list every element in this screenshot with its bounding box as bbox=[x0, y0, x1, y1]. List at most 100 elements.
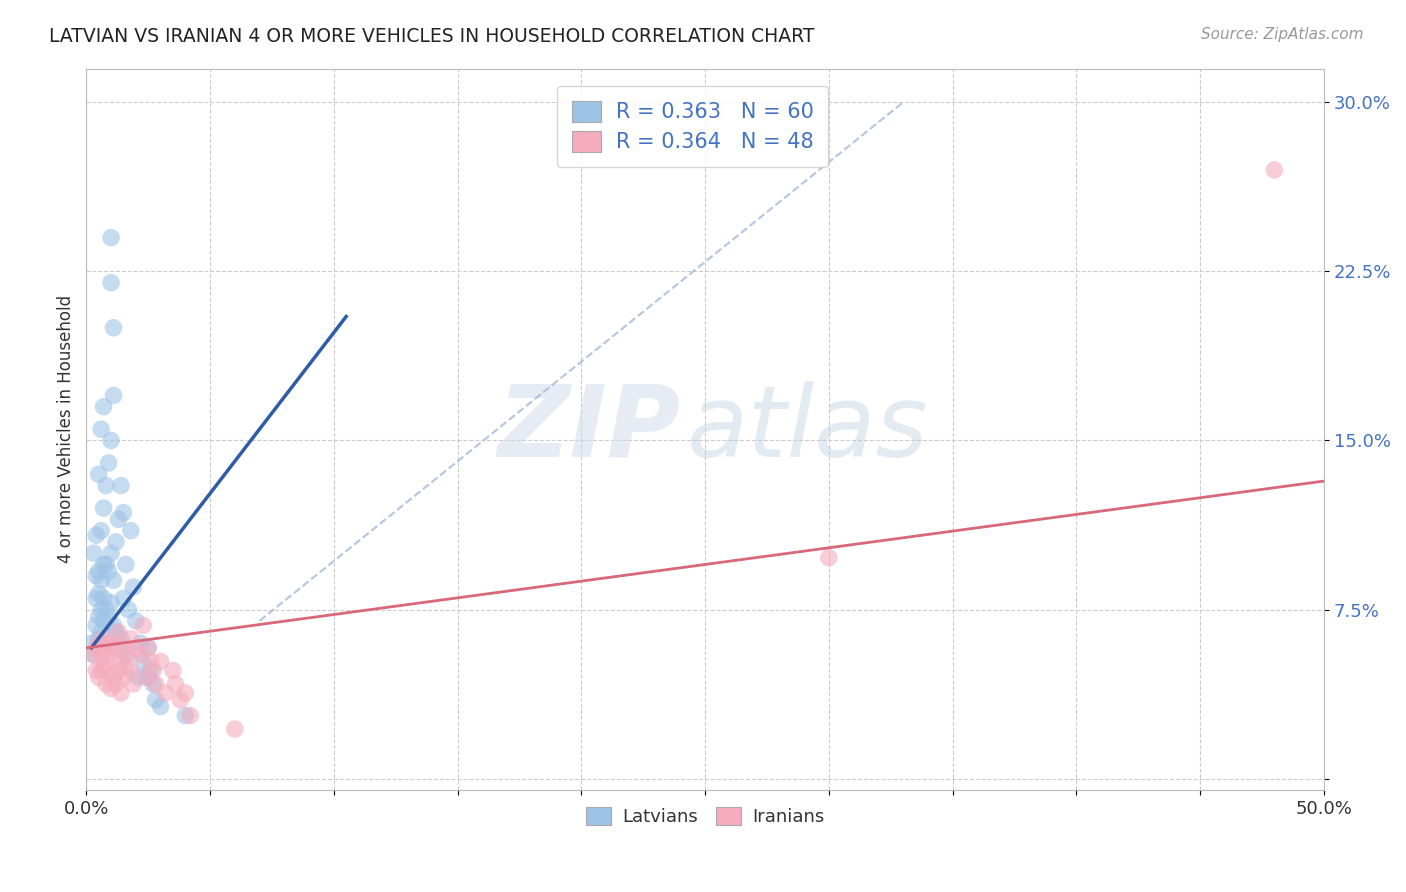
Point bbox=[100, 596, 122, 610]
Point bbox=[93, 632, 115, 646]
Point bbox=[90, 625, 112, 640]
Point bbox=[165, 677, 187, 691]
Point bbox=[103, 320, 125, 334]
Point bbox=[84, 618, 107, 632]
Point bbox=[174, 708, 197, 723]
Point bbox=[132, 618, 155, 632]
Point bbox=[100, 230, 122, 244]
Point bbox=[145, 677, 167, 691]
Point bbox=[90, 648, 112, 662]
Point bbox=[97, 664, 120, 678]
Point bbox=[127, 670, 149, 684]
Point bbox=[136, 640, 159, 655]
Point bbox=[136, 640, 159, 655]
Text: LATVIAN VS IRANIAN 4 OR MORE VEHICLES IN HOUSEHOLD CORRELATION CHART: LATVIAN VS IRANIAN 4 OR MORE VEHICLES IN… bbox=[49, 27, 814, 45]
Point bbox=[120, 524, 142, 538]
Point bbox=[87, 587, 110, 601]
Point bbox=[97, 564, 120, 578]
Point bbox=[110, 632, 132, 646]
Point bbox=[103, 574, 125, 588]
Point bbox=[104, 535, 127, 549]
Text: atlas: atlas bbox=[686, 381, 928, 478]
Point bbox=[93, 400, 115, 414]
Point bbox=[90, 574, 112, 588]
Point bbox=[107, 664, 129, 678]
Point bbox=[87, 467, 110, 482]
Point bbox=[94, 602, 117, 616]
Point bbox=[83, 648, 105, 662]
Point bbox=[84, 591, 107, 606]
Point bbox=[110, 686, 132, 700]
Point bbox=[94, 677, 117, 691]
Point bbox=[110, 654, 132, 668]
Point bbox=[149, 699, 172, 714]
Point bbox=[93, 614, 115, 628]
Point bbox=[97, 456, 120, 470]
Point bbox=[107, 512, 129, 526]
Point bbox=[120, 632, 142, 646]
Point bbox=[100, 681, 122, 696]
Point bbox=[139, 664, 162, 678]
Point bbox=[90, 602, 112, 616]
Point bbox=[115, 558, 138, 572]
Point bbox=[132, 654, 155, 668]
Point bbox=[112, 670, 135, 684]
Point bbox=[818, 550, 841, 565]
Point bbox=[162, 664, 184, 678]
Point bbox=[110, 478, 132, 492]
Point bbox=[149, 654, 172, 668]
Point bbox=[94, 648, 117, 662]
Point bbox=[80, 636, 103, 650]
Point bbox=[112, 591, 135, 606]
Point bbox=[169, 692, 191, 706]
Point bbox=[104, 636, 127, 650]
Point bbox=[94, 558, 117, 572]
Text: ZIP: ZIP bbox=[498, 381, 681, 478]
Point bbox=[179, 708, 201, 723]
Point bbox=[104, 625, 127, 640]
Point bbox=[94, 478, 117, 492]
Point bbox=[87, 632, 110, 646]
Point bbox=[135, 670, 157, 684]
Point bbox=[129, 636, 152, 650]
Point bbox=[84, 568, 107, 582]
Point bbox=[87, 636, 110, 650]
Point bbox=[122, 677, 145, 691]
Legend: Latvians, Iranians: Latvians, Iranians bbox=[576, 797, 834, 835]
Point bbox=[100, 546, 122, 560]
Point bbox=[93, 659, 115, 673]
Point bbox=[136, 670, 159, 684]
Point bbox=[87, 564, 110, 578]
Point bbox=[115, 648, 138, 662]
Point bbox=[100, 648, 122, 662]
Point bbox=[84, 528, 107, 542]
Point bbox=[97, 609, 120, 624]
Point bbox=[125, 640, 148, 655]
Point bbox=[122, 580, 145, 594]
Point bbox=[117, 602, 139, 616]
Y-axis label: 4 or more Vehicles in Household: 4 or more Vehicles in Household bbox=[58, 295, 75, 563]
Point bbox=[90, 422, 112, 436]
Point bbox=[120, 664, 142, 678]
Point bbox=[100, 434, 122, 448]
Point bbox=[100, 276, 122, 290]
Point bbox=[93, 501, 115, 516]
Point bbox=[83, 546, 105, 560]
Point bbox=[107, 625, 129, 640]
Point bbox=[125, 614, 148, 628]
Point bbox=[115, 659, 138, 673]
Point bbox=[103, 670, 125, 684]
Point bbox=[155, 686, 177, 700]
Point bbox=[84, 640, 107, 655]
Point bbox=[103, 388, 125, 402]
Point bbox=[104, 677, 127, 691]
Point bbox=[84, 664, 107, 678]
Point bbox=[83, 648, 105, 662]
Point bbox=[112, 506, 135, 520]
Point bbox=[90, 664, 112, 678]
Point bbox=[142, 677, 165, 691]
Text: Source: ZipAtlas.com: Source: ZipAtlas.com bbox=[1201, 27, 1364, 42]
Point bbox=[117, 648, 139, 662]
Point bbox=[1263, 163, 1285, 178]
Point bbox=[87, 609, 110, 624]
